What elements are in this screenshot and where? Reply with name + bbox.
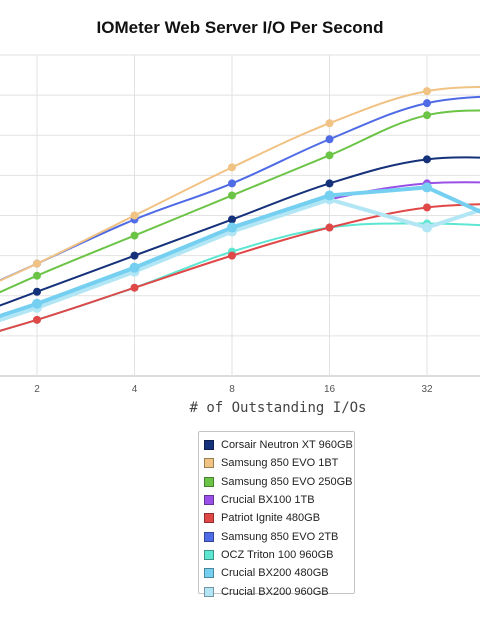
legend-label: Crucial BX200 960GB — [221, 585, 329, 598]
legend-item: Crucial BX100 1TB — [204, 491, 354, 509]
x-axis-ticks: 2 4 8 16 32 — [34, 384, 433, 395]
data-point — [325, 135, 334, 144]
legend-label: Corsair Neutron XT 960GB — [221, 439, 353, 452]
legend-label: Samsung 850 EVO 2TB — [221, 530, 339, 543]
data-point — [228, 191, 236, 200]
data-point — [33, 271, 41, 280]
legend-swatch — [204, 568, 214, 579]
data-point — [325, 151, 334, 160]
legend-item: OCZ Triton 100 960GB — [204, 546, 354, 564]
legend-label: OCZ Triton 100 960GB — [221, 548, 334, 561]
legend-swatch — [204, 531, 214, 542]
x-tick-label: 16 — [324, 384, 336, 395]
data-point — [33, 315, 41, 324]
legend-label: Patriot Ignite 480GB — [221, 512, 321, 525]
data-point — [325, 179, 334, 188]
series-crucial-bx200-480gb — [0, 182, 480, 319]
legend-item: Crucial BX200 960GB — [204, 582, 354, 600]
legend-item: Corsair Neutron XT 960GB — [204, 436, 354, 454]
data-point — [228, 215, 236, 224]
data-point — [324, 190, 335, 201]
legend-swatch — [204, 458, 214, 469]
legend-label: Samsung 850 EVO 250GB — [221, 475, 353, 488]
grid — [0, 54, 480, 377]
data-point — [130, 211, 139, 220]
legend-item: Patriot Ignite 480GB — [204, 509, 354, 527]
series-corsair-neutron-xt-960gb — [0, 155, 480, 307]
data-point — [423, 111, 431, 120]
data-point — [32, 298, 42, 309]
data-point — [227, 222, 237, 233]
x-tick-label: 32 — [421, 384, 433, 395]
data-point — [130, 231, 139, 240]
data-point — [228, 163, 236, 172]
series-samsung-850-evo-250gb — [0, 109, 480, 294]
data-point — [325, 119, 334, 128]
data-point — [33, 259, 41, 268]
legend-swatch — [204, 440, 214, 451]
x-tick-label: 4 — [132, 384, 138, 395]
legend-item: Samsung 850 EVO 1BT — [204, 454, 354, 472]
legend-swatch — [204, 549, 214, 560]
legend-swatch — [204, 513, 214, 524]
series-line — [0, 95, 480, 282]
legend-swatch — [204, 495, 214, 506]
data-point — [423, 155, 431, 164]
series-crucial-bx100-1tb — [0, 179, 480, 318]
legend-item: Samsung 850 EVO 2TB — [204, 527, 354, 545]
x-axis-label: # of Outstanding I/Os — [189, 400, 367, 416]
data-point — [33, 287, 41, 296]
legend-label: Samsung 850 EVO 1BT — [221, 457, 339, 470]
series-line — [0, 181, 480, 318]
legend: Corsair Neutron XT 960GB Samsung 850 EVO … — [198, 431, 355, 598]
data-point — [130, 283, 139, 292]
data-point — [422, 182, 432, 193]
legend-swatch — [204, 586, 214, 597]
series-line — [0, 222, 480, 332]
series-line — [0, 156, 480, 307]
data-point — [422, 222, 432, 233]
legend-item: Crucial BX200 480GB — [204, 564, 354, 582]
x-tick-label: 8 — [229, 384, 235, 395]
data-point — [130, 251, 139, 260]
legend-item: Samsung 850 EVO 250GB — [204, 473, 354, 491]
data-point — [423, 99, 431, 108]
legend-label: Crucial BX200 480GB — [221, 567, 329, 580]
data-point — [325, 223, 334, 232]
series-crucial-bx200-960gb — [0, 194, 480, 323]
chart-title: IOMeter Web Server I/O Per Second — [96, 18, 384, 37]
x-tick-label: 2 — [34, 384, 40, 395]
data-point — [228, 179, 236, 188]
data-point — [423, 203, 431, 212]
data-point — [129, 262, 140, 273]
data-point — [228, 251, 236, 260]
legend-label: Crucial BX100 1TB — [221, 494, 315, 507]
legend-swatch — [204, 476, 214, 487]
series-ocz-triton-100-960gb — [0, 219, 480, 332]
series-layer — [0, 85, 480, 332]
series-patriot-ignite-480gb — [0, 203, 480, 332]
series-samsung-850-evo-1bt — [0, 85, 480, 282]
data-point — [423, 87, 431, 96]
